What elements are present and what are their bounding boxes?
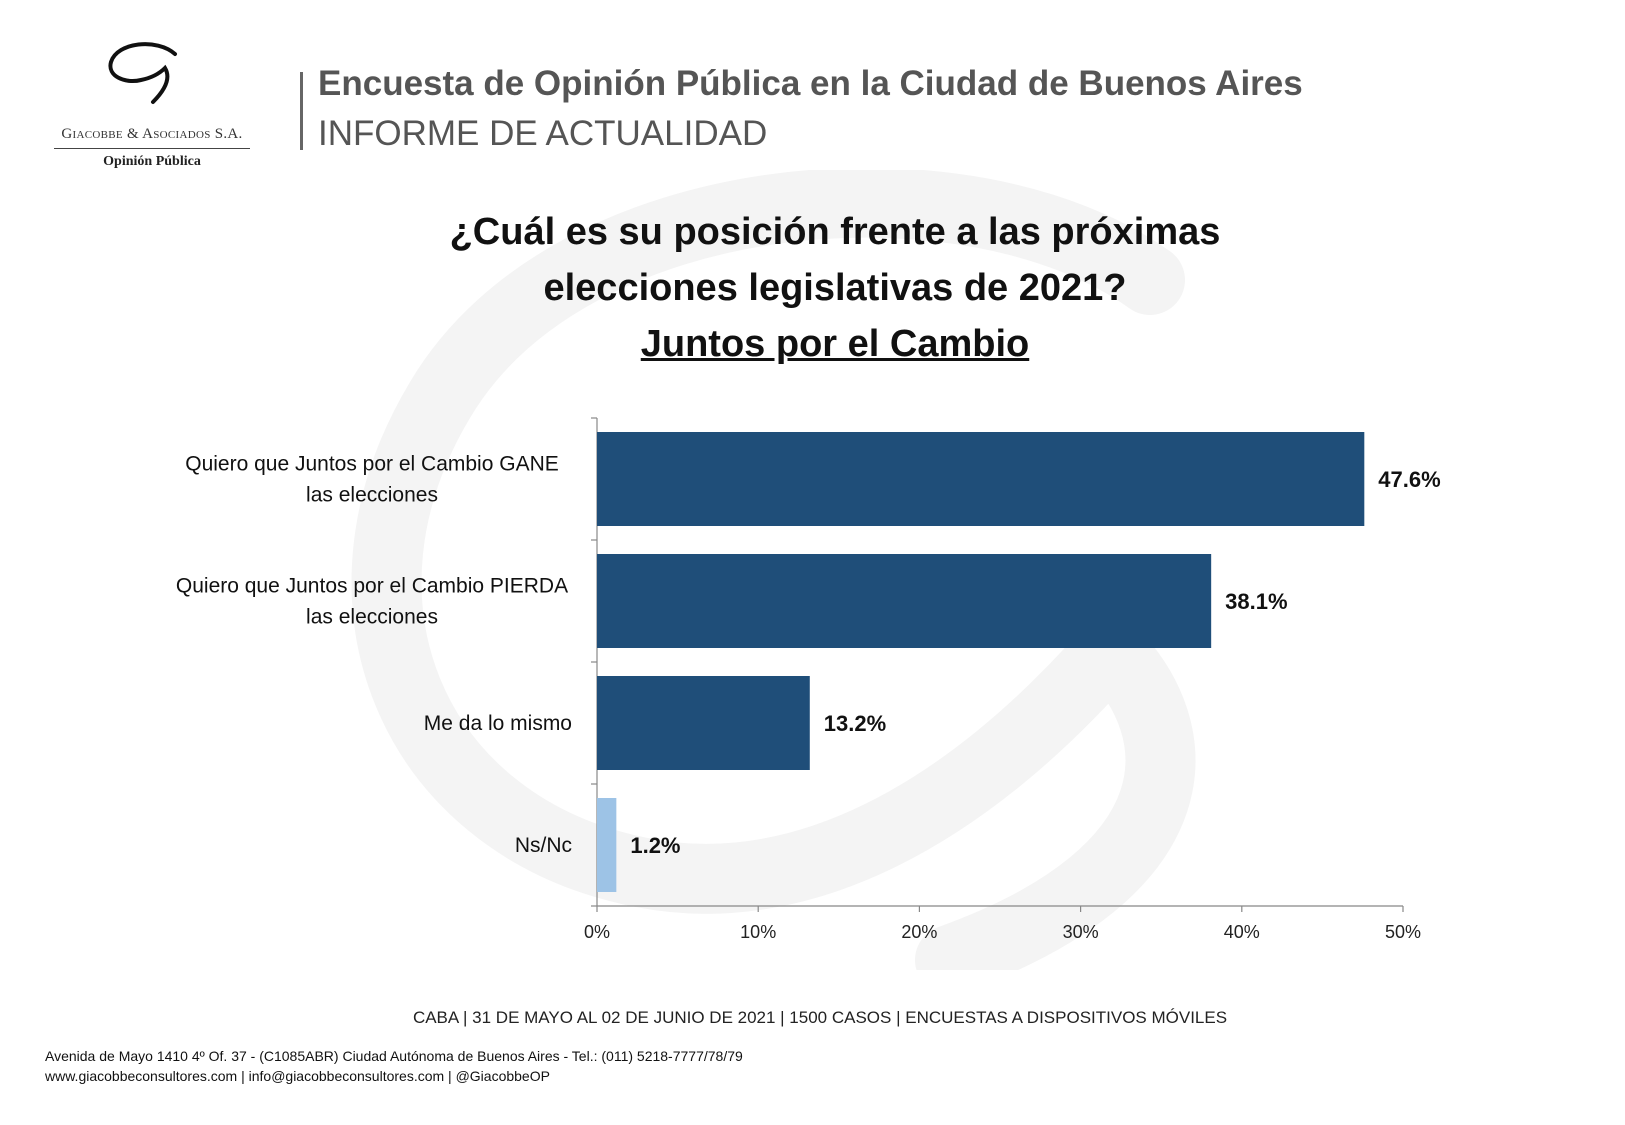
- web-contact-line: www.giacobbeconsultores.com | info@giaco…: [45, 1068, 550, 1084]
- question-line-1: ¿Cuál es su posición frente a las próxim…: [449, 211, 1221, 253]
- address-line: Avenida de Mayo 1410 4º Of. 37 - (C1085A…: [45, 1048, 743, 1064]
- logo-divider: [54, 148, 250, 149]
- chart-question: ¿Cuál es su posición frente a las próxim…: [330, 204, 1340, 372]
- x-tick-label: 50%: [1385, 922, 1421, 942]
- company-logo: Giacobbe & Asociados S.A. Opinión Públic…: [52, 40, 252, 180]
- x-tick-label: 20%: [901, 922, 937, 942]
- category-label: Quiero que Juntos por el Cambio PIERDA la…: [176, 575, 568, 629]
- bar: [597, 554, 1212, 648]
- x-tick-label: 0%: [584, 922, 610, 942]
- category-label: Me da lo mismo: [424, 712, 572, 735]
- data-label: 38.1%: [1225, 589, 1287, 614]
- question-line-2: elecciones legislativas de 2021?: [543, 267, 1127, 309]
- contact-info: Avenida de Mayo 1410 4º Of. 37 - (C1085A…: [45, 1046, 743, 1086]
- bar: [597, 432, 1365, 526]
- x-tick-label: 40%: [1224, 922, 1260, 942]
- data-label: 47.6%: [1378, 467, 1440, 492]
- data-label: 1.2%: [630, 833, 680, 858]
- header-subtitle: INFORME DE ACTUALIDAD: [318, 114, 768, 153]
- category-label: Quiero que Juntos por el Cambio GANE las …: [185, 453, 559, 507]
- survey-caption: CABA | 31 DE MAYO AL 02 DE JUNIO DE 2021…: [412, 1008, 1228, 1027]
- logo-company-name: Giacobbe & Asociados S.A.: [61, 126, 243, 142]
- bar: [597, 676, 810, 770]
- header-title: Encuesta de Opinión Pública en la Ciudad…: [318, 64, 1303, 103]
- category-label: Ns/Nc: [515, 834, 572, 857]
- logo-mark-icon: [108, 42, 177, 104]
- x-tick-label: 10%: [740, 922, 776, 942]
- x-tick-label: 30%: [1063, 922, 1099, 942]
- logo-subtitle: Opinión Pública: [103, 154, 201, 169]
- bar: [597, 798, 617, 892]
- question-line-3: Juntos por el Cambio: [640, 323, 1030, 365]
- header-divider: [300, 72, 303, 150]
- data-label: 13.2%: [824, 711, 886, 736]
